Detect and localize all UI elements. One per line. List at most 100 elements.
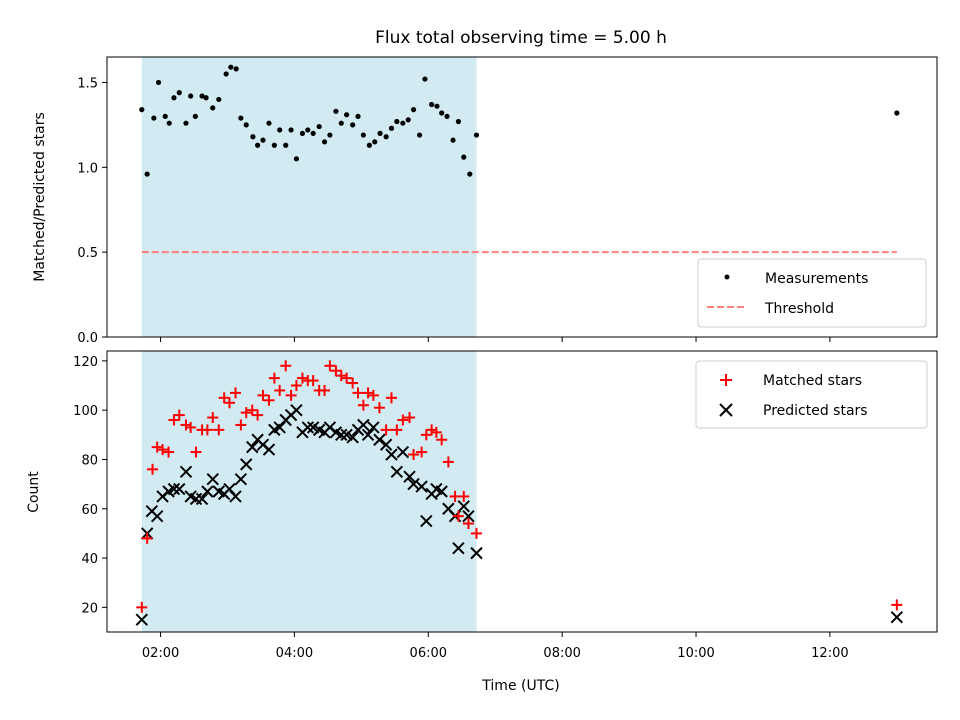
- matched-point: [391, 424, 403, 436]
- ratio-panel: 0.0 0.5 1.0 1.5 Matched/Predicted stars Mea…: [32, 56, 938, 346]
- predicted-point: [470, 546, 483, 560]
- matched-point: [180, 419, 192, 431]
- measurement-point: [461, 154, 467, 160]
- predicted-point: [403, 470, 416, 483]
- measurement-point: [238, 115, 244, 121]
- ratio-y-axis-title: Matched/Predicted stars: [32, 112, 48, 282]
- y-tick-label: 0.0: [77, 331, 98, 346]
- predicted-point: [229, 490, 242, 503]
- matched-point: [324, 360, 336, 372]
- matched-point: [357, 399, 369, 411]
- y-tick-label: 20: [81, 601, 98, 616]
- matched-point: [436, 434, 448, 446]
- measurement-point: [176, 90, 182, 96]
- matched-point: [397, 414, 409, 426]
- measurement-point: [183, 120, 189, 126]
- counts-axes-frame: [106, 350, 938, 633]
- matched-point: [367, 389, 379, 401]
- measurement-point: [151, 115, 157, 121]
- measurement-point: [260, 137, 266, 143]
- counts-panel: 20 40 60 80 100 120 02:00 04:00 06:00 08:00 10:00…: [26, 350, 938, 694]
- observing-window-layer: [141, 57, 477, 337]
- chart-title: Flux total observing time = 5.00 h: [375, 28, 667, 48]
- measurement-point: [372, 139, 378, 145]
- matched-point: [362, 387, 374, 399]
- matched-point: [173, 409, 185, 421]
- measurement-point: [188, 93, 194, 99]
- matched-point: [330, 365, 342, 377]
- predicted-point: [407, 477, 420, 491]
- matched-point: [335, 370, 347, 382]
- matched-point: [136, 601, 148, 613]
- predicted-point: [240, 458, 253, 471]
- matched-point: [230, 387, 242, 399]
- measurement-point: [344, 112, 350, 118]
- threshold-legend-label: Threshold: [764, 301, 834, 317]
- measurement-point: [162, 113, 168, 119]
- measurement-point: [233, 66, 239, 72]
- measurement-point: [450, 137, 456, 143]
- predicted-point: [890, 611, 904, 624]
- predicted-point: [357, 418, 370, 432]
- predicted-point: [452, 541, 465, 555]
- x-tick-label: 02:00: [142, 646, 179, 661]
- predicted-point: [206, 472, 219, 486]
- measurement-point: [243, 122, 249, 128]
- matched-point: [157, 444, 169, 456]
- predicted-point: [335, 428, 348, 442]
- measurement-point: [416, 132, 423, 138]
- matched-point: [201, 424, 213, 436]
- measurement-point: [310, 130, 316, 136]
- measurement-point: [444, 113, 450, 119]
- predicted-point: [195, 492, 209, 506]
- measurement-point: [473, 132, 480, 138]
- matched-point: [430, 426, 442, 438]
- measurement-point: [223, 71, 229, 77]
- observing-window-band: [141, 57, 477, 337]
- count-points-layer: [135, 360, 904, 626]
- measurement-point: [316, 123, 322, 130]
- measurement-point: [439, 110, 445, 116]
- measurement-point: [171, 95, 177, 101]
- y-tick-label: 100: [73, 404, 98, 419]
- matched-point: [168, 414, 180, 426]
- matched-point: [240, 407, 252, 419]
- measurement-point: [277, 127, 283, 133]
- y-tick-label: 80: [81, 453, 98, 468]
- measurement-point: [216, 96, 222, 103]
- matched-point: [147, 463, 159, 475]
- x-tick-label: 08:00: [543, 646, 580, 661]
- matched-point: [223, 397, 235, 409]
- y-tick-label: 0.5: [77, 246, 98, 261]
- predicted-legend-marker: [719, 403, 733, 417]
- x-axis-title: Time (UTC): [481, 678, 559, 694]
- measurement-point: [360, 132, 366, 138]
- matched-point: [891, 599, 903, 611]
- predicted-point: [301, 421, 315, 434]
- matched-point: [462, 518, 474, 530]
- measurement-point: [210, 105, 216, 111]
- matched-point: [257, 389, 269, 401]
- measurement-point: [434, 103, 440, 109]
- predicted-point: [367, 421, 380, 434]
- predicted-point: [373, 433, 386, 446]
- predicted-point: [135, 613, 149, 626]
- matched-point: [151, 441, 163, 453]
- observing-window-band: [141, 351, 477, 632]
- predicted-point: [385, 448, 398, 461]
- ratio-points-layer: [139, 64, 900, 177]
- matched-point: [296, 372, 308, 384]
- predicted-point: [234, 472, 248, 486]
- measurement-point: [894, 110, 900, 116]
- measurement-point: [155, 79, 162, 86]
- predicted-point: [390, 465, 404, 478]
- matched-point: [380, 424, 392, 436]
- matched-point: [274, 384, 286, 396]
- predicted-point: [396, 445, 410, 459]
- matched-point: [246, 404, 258, 416]
- predicted-point: [290, 403, 303, 417]
- x-tick-label: 04:00: [276, 646, 313, 661]
- matched-point: [141, 532, 153, 544]
- matched-point: [252, 409, 264, 421]
- matched-legend-label: Matched stars: [763, 373, 862, 389]
